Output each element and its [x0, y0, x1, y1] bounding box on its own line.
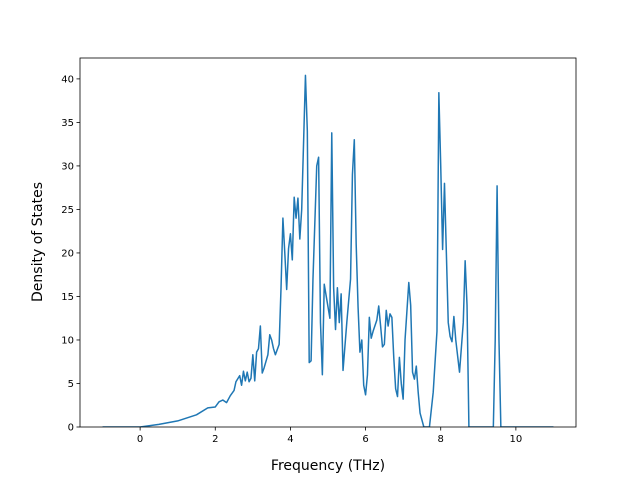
- line: [102, 74, 554, 427]
- y-tick-label: 5: [68, 379, 74, 390]
- x-tick-label: 8: [438, 434, 444, 445]
- y-tick-label: 25: [61, 205, 74, 216]
- y-tick-label: 40: [61, 74, 74, 85]
- plot-frame: [79, 57, 577, 428]
- y-axis-label: Density of States: [30, 182, 46, 302]
- y-tick-label: 10: [61, 335, 74, 346]
- x-tick-label: 6: [362, 434, 368, 445]
- y-tick-label: 15: [61, 292, 74, 303]
- y-tick-label: 20: [61, 248, 74, 259]
- x-tick-label: 4: [287, 434, 293, 445]
- y-tick-label: 30: [61, 161, 74, 172]
- x-tick-label: 2: [212, 434, 218, 445]
- x-axis-label: Frequency (THz): [271, 458, 385, 474]
- y-tick-label: 35: [61, 118, 74, 129]
- x-tick-label: 0: [137, 434, 143, 445]
- x-tick-label: 10: [510, 434, 523, 445]
- y-tick-label: 0: [68, 423, 74, 434]
